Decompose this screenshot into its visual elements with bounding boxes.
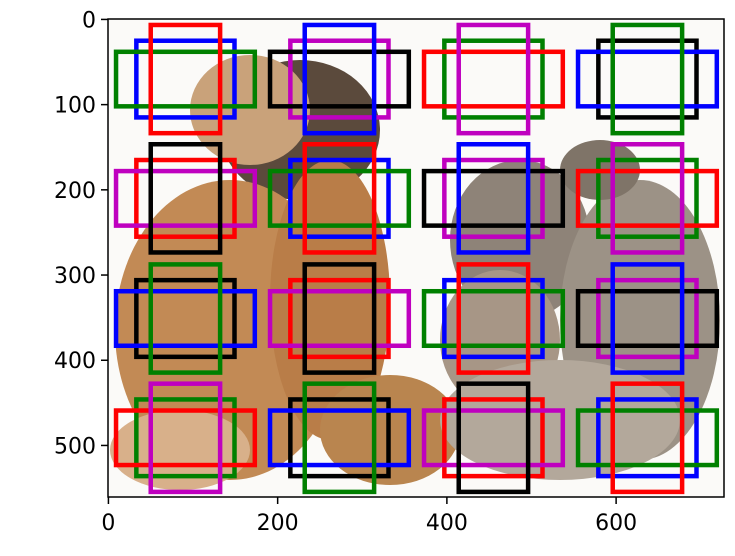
y-tick-label: 100 bbox=[54, 94, 96, 119]
x-tick-label: 200 bbox=[257, 511, 299, 536]
y-tick-label: 200 bbox=[54, 179, 96, 204]
y-tick-label: 500 bbox=[54, 434, 96, 459]
x-tick-label: 400 bbox=[426, 511, 468, 536]
y-tick-label: 300 bbox=[54, 264, 96, 289]
x-tick-label: 0 bbox=[101, 511, 115, 536]
y-tick-label: 400 bbox=[54, 349, 96, 374]
y-tick-label: 0 bbox=[82, 8, 96, 33]
chart: 0 200 400 600 0 100 200 300 400 500 bbox=[0, 0, 735, 552]
x-tick-label: 600 bbox=[595, 511, 637, 536]
photo bbox=[108, 19, 724, 497]
